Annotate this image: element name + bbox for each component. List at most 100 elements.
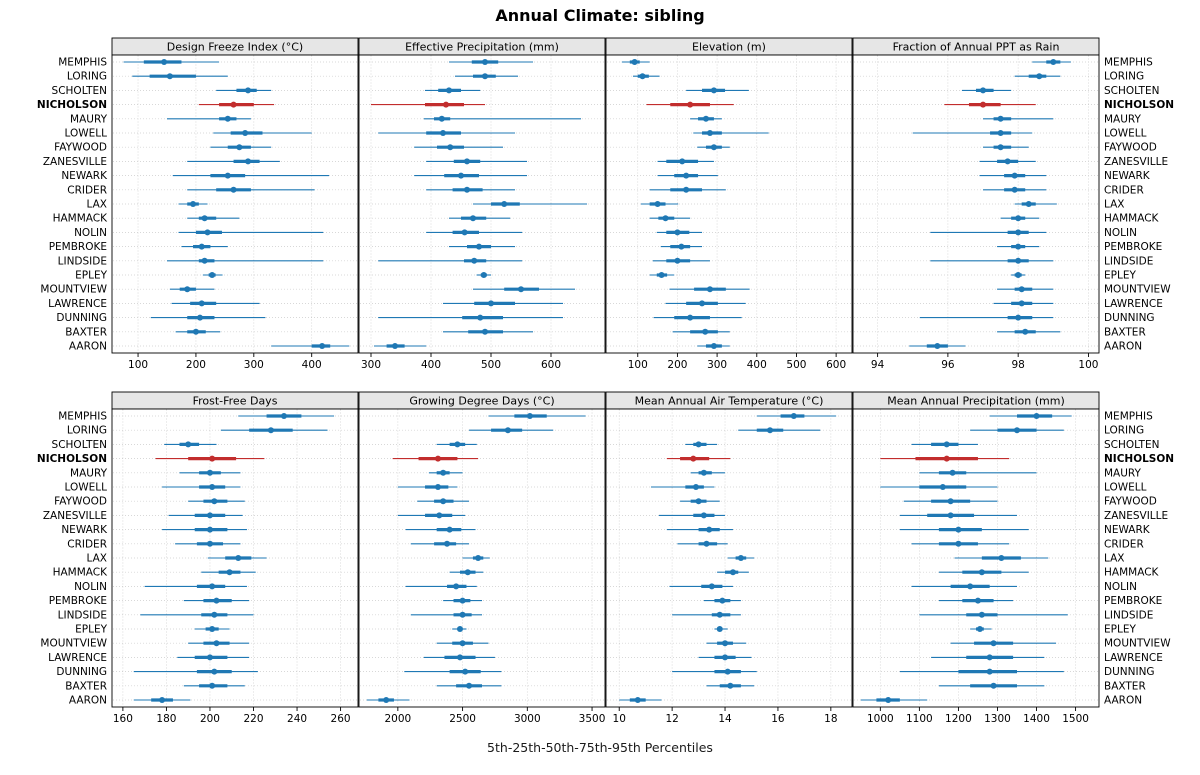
series-nicholson bbox=[646, 101, 734, 108]
median-dot bbox=[934, 343, 941, 349]
median-dot bbox=[947, 512, 954, 519]
station-label-right: LAWRENCE bbox=[1104, 298, 1163, 310]
station-label-right: DUNNING bbox=[1104, 666, 1155, 678]
series-lindside bbox=[672, 611, 741, 618]
station-label-right: NEWARK bbox=[1104, 170, 1151, 182]
series-hammack bbox=[717, 569, 749, 576]
median-dot bbox=[242, 130, 249, 136]
station-label-right: NICHOLSON bbox=[1104, 453, 1174, 465]
median-dot bbox=[480, 272, 487, 278]
series-newark bbox=[899, 526, 1029, 533]
series-aaron bbox=[619, 697, 662, 703]
median-dot bbox=[719, 597, 726, 604]
tick-label: 220 bbox=[243, 713, 263, 725]
median-dot bbox=[658, 272, 665, 278]
station-label-left: LAX bbox=[87, 199, 107, 211]
tick-label: 200 bbox=[200, 713, 220, 725]
median-dot bbox=[458, 172, 464, 179]
series-faywood bbox=[210, 144, 272, 151]
median-dot bbox=[440, 498, 447, 505]
median-dot bbox=[206, 469, 213, 476]
median-dot bbox=[206, 512, 213, 519]
tick-label: 500 bbox=[481, 359, 501, 371]
series-pembroke bbox=[660, 243, 703, 250]
series-loring bbox=[632, 73, 660, 80]
median-dot bbox=[159, 697, 166, 703]
median-dot bbox=[198, 300, 205, 307]
tick-label: 1100 bbox=[906, 713, 933, 725]
series-pembroke bbox=[443, 597, 482, 604]
median-dot bbox=[196, 314, 203, 321]
climate-trellis-chart: Design Freeze Index (°C)100 200 300 400Effe… bbox=[37, 37, 1174, 725]
median-dot bbox=[1036, 73, 1043, 80]
median-dot bbox=[947, 498, 954, 505]
series-pembroke bbox=[183, 597, 250, 604]
series-nicholson bbox=[155, 455, 265, 462]
median-dot bbox=[997, 115, 1004, 122]
series-memphis bbox=[621, 59, 650, 65]
median-dot bbox=[939, 484, 946, 490]
median-dot bbox=[466, 682, 473, 689]
series-nicholson bbox=[880, 455, 1010, 462]
tick-label: 12 bbox=[665, 713, 678, 725]
series-maury bbox=[690, 469, 726, 476]
station-label-left: ZANESVILLE bbox=[43, 156, 107, 168]
median-dot bbox=[978, 611, 985, 618]
series-memphis bbox=[756, 413, 837, 419]
median-dot bbox=[706, 130, 713, 136]
station-label-right: FAYWOOD bbox=[1104, 142, 1157, 154]
series-lindside bbox=[652, 257, 710, 264]
median-dot bbox=[213, 597, 220, 604]
series-nolin bbox=[405, 583, 477, 590]
series-maury bbox=[919, 469, 1037, 476]
median-dot bbox=[206, 540, 213, 547]
tick-label: 14 bbox=[718, 713, 732, 725]
median-dot bbox=[687, 101, 694, 108]
median-dot bbox=[710, 144, 717, 151]
series-lowell bbox=[397, 484, 458, 490]
median-dot bbox=[706, 286, 713, 293]
series-memphis bbox=[989, 413, 1072, 419]
median-dot bbox=[1022, 328, 1029, 335]
median-dot bbox=[683, 172, 690, 179]
station-label-right: HAMMACK bbox=[1104, 213, 1160, 225]
series-aaron bbox=[909, 343, 966, 349]
station-label-left: LOWELL bbox=[65, 128, 108, 140]
median-dot bbox=[280, 413, 287, 419]
series-dunning bbox=[133, 668, 258, 675]
series-lax bbox=[1014, 201, 1057, 207]
series-lowell bbox=[650, 484, 715, 490]
median-dot bbox=[727, 682, 734, 689]
median-dot bbox=[699, 300, 706, 307]
tick-label: 1300 bbox=[984, 713, 1011, 725]
median-dot bbox=[224, 172, 231, 179]
series-lindside bbox=[140, 611, 254, 618]
median-dot bbox=[1014, 427, 1020, 434]
median-dot bbox=[211, 611, 218, 618]
median-dot bbox=[464, 569, 471, 576]
station-label-left: AARON bbox=[69, 341, 107, 353]
station-label-right: PEMBROKE bbox=[1104, 241, 1162, 253]
station-label-right: NOLIN bbox=[1104, 581, 1137, 593]
median-dot bbox=[209, 682, 216, 689]
tick-label: 1500 bbox=[1062, 713, 1089, 725]
median-dot bbox=[201, 257, 208, 264]
station-label-right: MEMPHIS bbox=[1104, 411, 1153, 423]
panel-design-freeze-index-c: Design Freeze Index (°C) 100 200 300 400 bbox=[111, 37, 359, 371]
series-lindside bbox=[410, 611, 482, 618]
station-label-right: LORING bbox=[1104, 425, 1144, 437]
series-lax bbox=[207, 555, 267, 561]
median-dot bbox=[1050, 59, 1057, 65]
station-label-left: EPLEY bbox=[75, 624, 107, 636]
series-loring bbox=[738, 427, 821, 434]
station-label-left: MOUNTVIEW bbox=[40, 638, 107, 650]
median-dot bbox=[482, 59, 488, 65]
median-dot bbox=[1011, 172, 1018, 179]
series-faywood bbox=[983, 144, 1029, 151]
median-dot bbox=[1015, 229, 1022, 236]
median-dot bbox=[482, 73, 488, 80]
station-label-left: SCHOLTEN bbox=[52, 85, 107, 97]
series-lindside bbox=[166, 257, 324, 264]
median-dot bbox=[462, 668, 469, 675]
tick-label: 100 bbox=[128, 359, 148, 371]
